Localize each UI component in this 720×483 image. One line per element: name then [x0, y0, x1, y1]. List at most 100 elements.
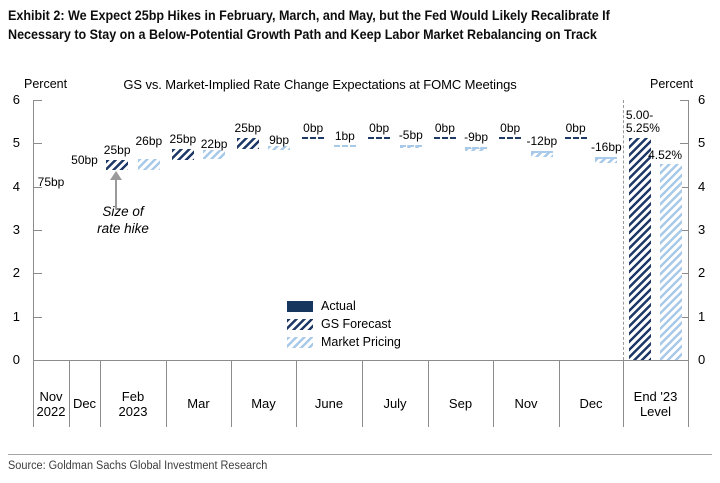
category-separator: [623, 360, 624, 427]
y-tick-right: [680, 100, 688, 101]
bar-value-label: 0bp: [565, 120, 586, 135]
y-tick-right: [680, 360, 688, 361]
y-tick-right: [680, 230, 688, 231]
y-tick-label-left: 4: [12, 178, 20, 194]
category-separator: [231, 360, 232, 427]
legend-swatch-actual: [287, 300, 313, 312]
bar-gs: [171, 148, 194, 160]
x-category-label: Sep: [448, 396, 473, 411]
category-separator: [428, 360, 429, 427]
x-category-label: Dec: [72, 396, 97, 411]
bar-value-label: -5bp: [398, 128, 423, 143]
zero-change-dash-gs: [433, 136, 456, 139]
bar-gs: [236, 137, 259, 149]
zero-change-dash-gs: [499, 136, 522, 139]
legend-label-gs-forecast: GS Forecast: [321, 317, 392, 331]
zero-change-dash-mkt: [333, 144, 356, 147]
bar-mkt: [399, 145, 422, 149]
bar-value-label: 22bp: [200, 136, 228, 151]
bar-mkt: [268, 145, 291, 150]
y-tick-label-left: 3: [12, 222, 20, 237]
legend-item-actual: Actual: [287, 297, 401, 315]
bar-mkt: [530, 151, 553, 157]
bar-mkt: [203, 149, 226, 160]
x-category-label: Feb 2023: [118, 389, 148, 419]
y-axis-unit-label-left: Percent: [24, 77, 68, 91]
x-category-label: July: [383, 396, 407, 411]
bar-value-label: 25bp: [103, 142, 131, 157]
x-category-label: Dec: [579, 396, 603, 411]
y-tick-label-right: 2: [698, 265, 706, 281]
y-tick-label-left: 5: [12, 135, 20, 151]
category-separator: [100, 360, 101, 427]
arrow-head: [110, 171, 122, 180]
bar-value-label: 9bp: [269, 132, 290, 147]
x-axis-line: [33, 360, 689, 361]
x-category-label: Nov: [514, 396, 538, 411]
bar-value-label: 25bp: [169, 131, 197, 146]
legend-swatch-market-pricing: [287, 336, 313, 348]
bar-value-label: 1bp: [334, 128, 355, 143]
category-separator: [493, 360, 494, 427]
bar-value-label: 26bp: [135, 134, 163, 149]
y-tick-left: [34, 230, 42, 231]
bar-value-label: 4.52%: [648, 148, 683, 163]
y-tick-left: [34, 316, 42, 318]
legend-label-market-pricing: Market Pricing: [321, 335, 401, 349]
legend-item-market-pricing: Market Pricing: [287, 333, 401, 351]
bar-value-label: -9bp: [464, 130, 489, 145]
y-tick-label-left: 6: [12, 92, 20, 107]
bar-gs: [106, 159, 129, 171]
y-tick-label-right: 0: [698, 352, 706, 367]
y-tick-label-right: 3: [698, 222, 706, 237]
y-tick-label-right: 1: [698, 308, 706, 324]
bar-mkt: [137, 159, 160, 171]
y-tick-label-right: 4: [698, 178, 706, 194]
bar-value-label: -16bp: [591, 139, 622, 154]
y-tick-label-right: 5: [698, 135, 706, 151]
y-tick-right: [680, 273, 688, 275]
category-separator: [362, 360, 363, 427]
y-tick-right: [680, 186, 688, 188]
zero-change-dash-gs: [564, 136, 587, 139]
y-tick-left: [34, 273, 42, 275]
annotation-size-of-rate-hike: Size of rate hike: [97, 204, 149, 236]
bar-value-label: 0bp: [369, 120, 390, 135]
bar-value-label: 0bp: [303, 120, 324, 135]
y-tick-left: [34, 100, 42, 101]
arrow-up-icon: [108, 171, 124, 209]
exhibit-title-line2: Necessary to Stay on a Below-Potential G…: [8, 27, 597, 42]
category-separator: [166, 360, 167, 427]
y-tick-left: [34, 186, 42, 188]
bar-value-label: 0bp: [500, 120, 521, 135]
x-category-label: Mar: [187, 396, 210, 411]
bar-actual: [74, 170, 96, 192]
y-tick-right: [680, 316, 688, 318]
source-divider: [8, 454, 712, 455]
y-axis-left: [33, 100, 34, 427]
bar-value-label: 50bp: [71, 153, 98, 168]
y-tick-left: [34, 143, 42, 145]
exhibit-title: Exhibit 2: We Expect 25bp Hikes in Febru…: [8, 6, 670, 44]
bar-value-label: -12bp: [526, 134, 558, 149]
bar-value-label: 0bp: [434, 120, 455, 135]
legend-item-gs-forecast: GS Forecast: [287, 315, 401, 333]
legend-label-actual: Actual: [321, 299, 356, 313]
arrow-shaft: [115, 179, 117, 209]
y-tick-label-left: 0: [12, 352, 20, 367]
y-axis-unit-label-right: Percent: [650, 77, 694, 91]
x-category-label: June: [314, 396, 344, 411]
bar-value-label: 75bp: [37, 175, 65, 190]
bar-value-label: 5.00- 5.25%: [625, 107, 660, 135]
y-tick-label-left: 1: [12, 308, 20, 324]
zero-change-dash-gs: [302, 136, 325, 139]
bar-mkt: [595, 156, 618, 164]
chart-title: GS vs. Market-Implied Rate Change Expect…: [123, 77, 517, 92]
category-separator: [296, 360, 297, 427]
legend-swatch-gs-forecast: [287, 318, 313, 330]
x-category-label: May: [251, 396, 276, 411]
source-text: Source: Goldman Sachs Global Investment …: [8, 460, 268, 472]
end-section-divider: [623, 100, 624, 360]
category-separator: [69, 360, 70, 427]
